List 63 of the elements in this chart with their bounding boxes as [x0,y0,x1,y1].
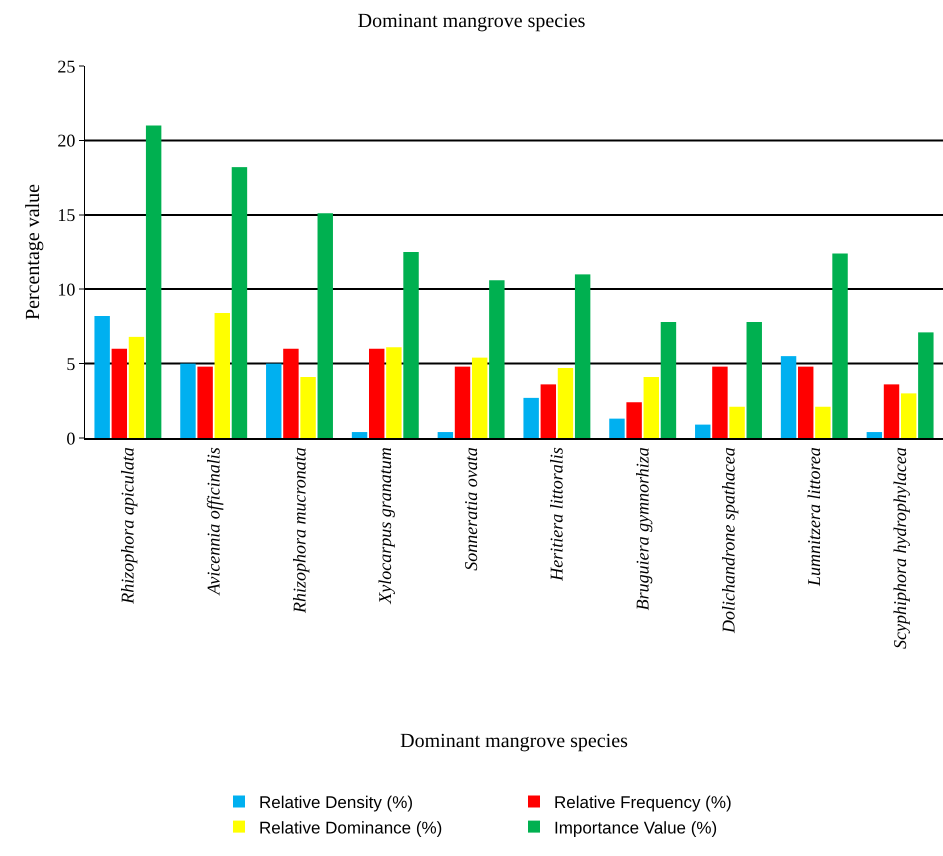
x-tick-label: Heritiera littoralis [546,447,567,582]
bar [832,253,848,438]
x-tick-label: Lumnitzera littorea [804,447,824,588]
bar [386,347,402,438]
bar [918,332,934,438]
y-tick-label: 25 [57,56,76,76]
bar [300,376,316,438]
bar [884,384,900,438]
bar [574,274,590,438]
bar [712,366,728,438]
bar [798,366,814,438]
bar [780,356,796,438]
x-tick-label: Xylocarpus granatum [375,447,396,605]
bar [438,432,454,438]
bar [746,322,762,438]
bar [283,348,299,438]
bar [403,252,419,438]
bar [695,424,710,438]
y-tick-label: 5 [66,354,76,374]
bar [197,366,213,438]
x-tick-label: Rhizophora apiculata [118,447,138,605]
x-tick-label: Avicennia officinalis [204,447,224,596]
legend-label: Relative Dominance (%) [259,818,442,838]
x-tick-label: Scyphiphora hydrophylacea [890,447,910,649]
legend-label: Relative Density (%) [259,793,413,812]
bar [146,126,162,438]
bar [523,398,539,438]
bar [454,366,470,438]
legend-label: Relative Frequency (%) [554,793,732,812]
bar [866,432,882,438]
y-tick-label: 20 [57,130,76,151]
legend-label: Importance Value (%) [554,818,718,838]
bar [489,280,505,438]
x-axis-title: Dominant mangrove species [400,730,628,752]
bar [94,316,110,438]
bar [558,368,574,438]
y-tick-label: 15 [57,205,76,226]
bar [660,322,676,438]
bar [900,393,916,438]
bar [128,336,144,438]
x-tick-label: Sonneratia ovata [460,447,481,571]
bar [180,364,196,438]
bar [729,406,745,438]
bar [112,348,128,438]
bar [352,432,368,438]
x-tick-label: Dolichandrone spathacea [718,447,738,634]
y-axis-title: Percentage value [22,184,44,320]
y-tick-label: 0 [66,428,76,448]
bar [609,418,625,438]
y-tick-label: 10 [57,280,76,300]
x-tick-label: Rhizophora mucronata [289,447,310,614]
bar [232,167,248,438]
bar [266,364,282,438]
bar [644,376,659,438]
bar [318,213,333,438]
bar [626,402,642,438]
bar [369,348,384,438]
bar [815,406,831,438]
chart-title: Dominant mangrove species [358,10,586,32]
bar [472,358,488,438]
x-tick-label: Bruguiera gymnorhiza [632,447,653,610]
bar [540,384,556,438]
bar [214,313,230,438]
